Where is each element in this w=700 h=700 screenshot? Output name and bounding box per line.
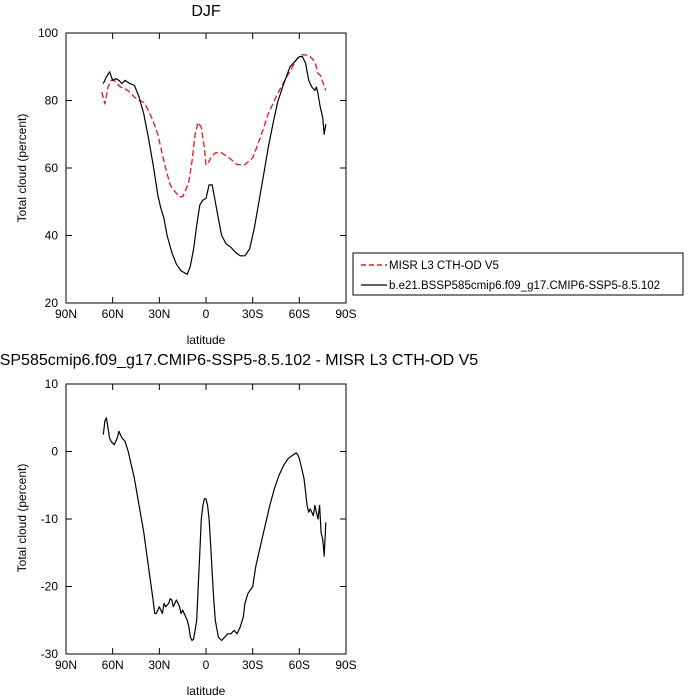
bottom-plot-frame: [65, 383, 347, 655]
top-plot-frame: [65, 32, 347, 304]
top-axis-ticks: 90N 60N 30N 0 30S 60S 90S 20 40 60 80 100: [38, 26, 357, 321]
bottom-ytick-label: -20: [41, 580, 59, 594]
top-title: DJF: [191, 3, 221, 20]
top-ytick-label: 60: [45, 161, 59, 175]
bottom-xtick-label: 60N: [102, 658, 124, 672]
top-xtick-label: 90N: [55, 307, 77, 321]
legend-label-model: b.e21.BSSP585cmip6.f09_g17.CMIP6-SSP5-8.…: [389, 280, 660, 292]
legend-box: [352, 252, 684, 296]
bottom-xtick-label: 90S: [335, 658, 356, 672]
bottom-xtick-label: 0: [203, 658, 210, 672]
bottom-xtick-label: 60S: [289, 658, 310, 672]
top-panel: DJF Total cloud (percent) latitude 90N 60…: [15, 3, 357, 347]
bottom-panel: b.e21.BSSP585cmip6.f09_g17.CMIP6-SSP5-8.…: [0, 352, 478, 698]
legend: MISR L3 CTH-OD V5 b.e21.BSSP585cmip6.f09…: [352, 252, 684, 296]
top-xtick-label: 30N: [148, 307, 170, 321]
bottom-series-lines: [102, 417, 327, 642]
top-xtick-label: 0: [203, 307, 210, 321]
top-xtick-label: 60N: [102, 307, 124, 321]
bottom-xlabel: latitude: [187, 684, 226, 698]
top-xtick-label: 60S: [289, 307, 310, 321]
top-ytick-label: 20: [45, 296, 59, 310]
top-xtick-label: 30S: [242, 307, 263, 321]
bottom-ytick-label: 0: [51, 445, 58, 459]
top-series-line-1: [102, 55, 327, 275]
bottom-title: b.e21.BSSP585cmip6.f09_g17.CMIP6-SSP5-8.…: [0, 352, 478, 369]
bottom-ytick-label: -10: [41, 512, 59, 526]
bottom-xtick-label: 30N: [148, 658, 170, 672]
bottom-xtick-label: 90N: [55, 658, 77, 672]
bottom-ylabel: Total cloud (percent): [15, 464, 29, 573]
bottom-ytick-label: 10: [45, 377, 59, 391]
top-ytick-label: 40: [45, 229, 59, 243]
legend-label-misr: MISR L3 CTH-OD V5: [389, 260, 499, 272]
bottom-ytick-label: -30: [41, 647, 59, 661]
top-ytick-label: 100: [38, 26, 58, 40]
top-ylabel: Total cloud (percent): [15, 114, 29, 223]
top-xlabel: latitude: [187, 333, 226, 347]
top-series-lines: [101, 54, 327, 275]
bottom-series-line-0: [102, 417, 327, 642]
top-series-line-0: [101, 54, 327, 198]
top-xtick-label: 90S: [335, 307, 356, 321]
bottom-xtick-label: 30S: [242, 658, 263, 672]
bottom-axis-ticks: 90N 60N 30N 0 30S 60S 90S -30 -20 -10 0 10: [41, 377, 357, 672]
top-ytick-label: 80: [45, 94, 59, 108]
